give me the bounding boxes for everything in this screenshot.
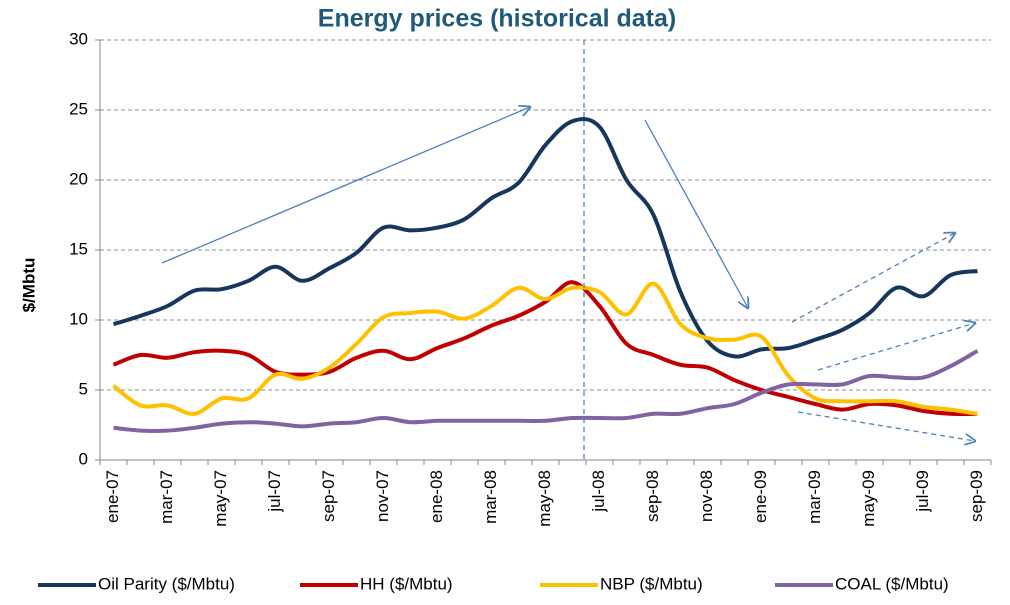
- legend-label: COAL ($/Mbtu): [835, 574, 949, 593]
- x-tick-label: jul-08: [589, 470, 608, 513]
- x-tick-label: ene-07: [103, 470, 122, 523]
- x-tick-label: jul-09: [913, 470, 932, 513]
- annotations: [161, 40, 975, 462]
- y-tick-label: 25: [69, 99, 88, 118]
- y-tick-label: 10: [69, 309, 88, 328]
- legend-label: HH ($/Mbtu): [360, 574, 453, 593]
- arrow: [161, 107, 530, 264]
- series-line: [112, 117, 978, 359]
- x-tick-label: may-08: [535, 470, 554, 527]
- x-tick-label: sep-07: [319, 470, 338, 522]
- arrow: [817, 323, 975, 371]
- lines: [112, 117, 979, 433]
- y-axis-label: $/Mbtu: [19, 258, 38, 313]
- legend: Oil Parity ($/Mbtu) HH ($/Mbtu) NBP ($/Mbt…: [38, 574, 949, 593]
- y-tick-label: 0: [79, 449, 88, 468]
- grid: [100, 39, 991, 391]
- arrow: [797, 411, 975, 441]
- series-line: [112, 281, 978, 416]
- y-tick-label: 5: [79, 379, 88, 398]
- x-tick-label: sep-08: [643, 470, 662, 522]
- y-tick-label: 30: [69, 29, 88, 48]
- x-tick-label: mar-09: [805, 470, 824, 524]
- series-line: [112, 280, 978, 417]
- x-tick-label: nov-07: [373, 470, 392, 522]
- x-tick-label: nov-08: [697, 470, 716, 522]
- legend-label: NBP ($/Mbtu): [600, 574, 703, 593]
- x-tick-label: sep-09: [967, 470, 986, 522]
- arrow: [791, 233, 955, 323]
- x-tick-label: mar-08: [481, 470, 500, 524]
- y-tick-label: 20: [69, 169, 88, 188]
- arrow: [644, 119, 748, 308]
- y-tick-label: 15: [69, 239, 88, 258]
- x-tick-label: may-09: [859, 470, 878, 527]
- x-tick-label: mar-07: [157, 470, 176, 524]
- series-line: [113, 349, 979, 433]
- x-tick-label: jul-07: [265, 470, 284, 513]
- axes: 0 5 10 15 20 25 30 ene-07 mar-07 may-07 jul-07 sep-…: [69, 29, 992, 527]
- chart-title: Energy prices (historical data): [318, 5, 676, 33]
- x-tick-label: ene-08: [427, 470, 446, 523]
- legend-label: Oil Parity ($/Mbtu): [98, 574, 235, 593]
- x-tick-label: may-07: [211, 470, 230, 527]
- x-tick-label: ene-09: [751, 470, 770, 523]
